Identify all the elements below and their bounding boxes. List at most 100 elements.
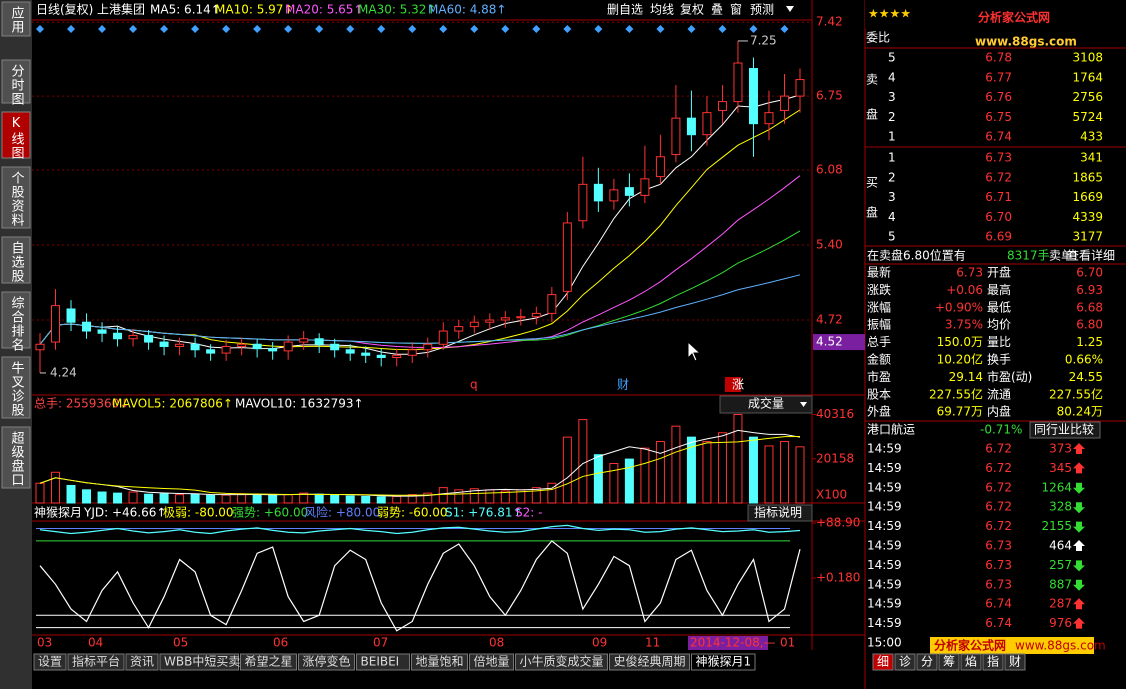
indicator-header: 强势: +60.00 <box>232 506 308 520</box>
sidebar-tab[interactable] <box>1 426 31 489</box>
right-tab-label[interactable]: 细 <box>877 655 889 669</box>
right-tab[interactable] <box>872 653 894 671</box>
right-tab[interactable] <box>960 653 982 671</box>
right-tab-label[interactable]: 财 <box>1009 655 1021 669</box>
bottom-tab[interactable] <box>356 653 410 671</box>
bottom-tab[interactable] <box>240 653 297 671</box>
header-item: MA10: 5.97↑ <box>215 3 293 17</box>
ma-line <box>39 274 801 345</box>
sidebar-tab-label[interactable]: 应用 <box>9 5 25 34</box>
bottom-tab[interactable] <box>515 653 608 671</box>
sidebar-tab[interactable] <box>1 236 31 284</box>
bottom-tab[interactable] <box>159 653 239 671</box>
notice-text: 8317手 <box>1007 249 1050 263</box>
bottom-tab-label[interactable]: 希望之星 <box>245 654 293 669</box>
indicator-button[interactable] <box>747 504 813 522</box>
header-button[interactable]: 窗 <box>730 3 742 17</box>
bottom-tab-label[interactable]: BEIBEI <box>361 655 400 669</box>
tick-arrow <box>1073 540 1085 551</box>
sidebar-tab[interactable] <box>1 1 31 37</box>
bottom-tab-label[interactable]: 设置 <box>38 655 62 669</box>
candle-body <box>485 319 495 323</box>
bottom-tab-label[interactable]: WBB中短买卖 <box>164 654 240 669</box>
stat-label: 外盘 <box>867 404 891 419</box>
selector-box[interactable] <box>719 395 813 414</box>
book-side: 买 <box>866 176 878 190</box>
sidebar-tab[interactable] <box>1 59 31 104</box>
bottom-tab-label[interactable]: 小牛质变成交量 <box>520 654 604 669</box>
right-tab[interactable] <box>1004 653 1026 671</box>
candle-body <box>51 305 61 343</box>
bottom-tab[interactable] <box>469 653 514 671</box>
candle-body <box>593 183 603 202</box>
event-marker: q <box>470 378 478 392</box>
right-tab-label[interactable]: 诊 <box>899 655 911 669</box>
right-tab[interactable] <box>916 653 938 671</box>
bottom-tab-label[interactable]: 资讯 <box>130 655 154 669</box>
bottom-tab[interactable] <box>609 653 690 671</box>
sidebar-tab[interactable] <box>1 291 31 349</box>
notice-text[interactable]: 查看详细 <box>1067 248 1115 263</box>
sidebar-tab-label[interactable]: 分时图 <box>9 64 25 106</box>
sidebar-tab-label[interactable]: 超级盘口 <box>9 431 25 487</box>
volume-bar <box>144 493 154 504</box>
right-tab-label[interactable]: 指 <box>987 654 999 669</box>
bottom-tab-label[interactable]: 地量饱和 <box>416 654 464 669</box>
bottom-tab-label[interactable]: 涨停变色 <box>303 654 351 669</box>
volume-bar <box>35 482 45 504</box>
signal-diamond <box>315 25 324 33</box>
header-button[interactable]: 叠 <box>711 3 723 17</box>
sidebar-tab-label[interactable]: 牛叉诊股 <box>9 361 25 417</box>
compare-label[interactable]: 同行业比较 <box>1034 422 1094 437</box>
volume-bar <box>593 454 603 504</box>
sidebar-tab-label[interactable]: 个股资料 <box>9 171 25 227</box>
sidebar-tab[interactable] <box>1 356 31 419</box>
volume-bar <box>221 494 231 504</box>
date-label: 2014-12-08,— <box>690 636 776 650</box>
bottom-tab[interactable] <box>411 653 468 671</box>
bottom-tab[interactable] <box>125 653 159 671</box>
right-tab-label[interactable]: 筹 <box>943 655 955 669</box>
bottom-tab-label[interactable]: 史俊经典周期 <box>614 654 686 669</box>
right-tab-label[interactable]: 分 <box>921 655 933 669</box>
bottom-tab-label[interactable]: 倍地量 <box>474 654 510 669</box>
sidebar-tab-label[interactable]: K线图 <box>9 116 25 160</box>
header-button[interactable]: 删自选 <box>607 3 643 17</box>
header-button[interactable]: 均线 <box>650 3 674 17</box>
book-level: 3 <box>888 90 896 104</box>
signal-diamond <box>780 25 789 33</box>
book-level: 1 <box>888 151 896 165</box>
sidebar-tab[interactable] <box>1 166 31 229</box>
signal-diamond <box>501 25 510 33</box>
sidebar-tab[interactable] <box>1 111 31 159</box>
header-button[interactable]: 预测 <box>750 3 774 17</box>
right-tab[interactable] <box>894 653 916 671</box>
tick-time: 14:59 <box>867 577 902 591</box>
indicator-header: 神猴探月 <box>34 506 82 520</box>
candle-body <box>454 326 464 332</box>
bottom-tab[interactable] <box>691 653 756 671</box>
logo-text: 分析家公式网 <box>978 10 1050 25</box>
bottom-tab[interactable] <box>33 653 67 671</box>
selector-label[interactable]: 成交量 <box>748 396 784 411</box>
sidebar-tab-label[interactable]: 自选股 <box>9 241 25 283</box>
volume-bar <box>779 441 789 504</box>
right-tab[interactable] <box>938 653 960 671</box>
stat-value: 29.14 <box>949 370 983 384</box>
indicator-button-label[interactable]: 指标说明 <box>754 505 802 520</box>
sidebar-tab-label[interactable]: 综合排名 <box>9 296 25 352</box>
tick-price: 6.74 <box>985 616 1012 630</box>
header-button[interactable]: 复权 <box>680 3 704 17</box>
book-price: 6.75 <box>985 110 1012 124</box>
stat-value: 6.93 <box>1076 283 1103 297</box>
signal-diamond <box>36 25 44 33</box>
bottom-tab-label[interactable]: 指标平台 <box>72 654 120 669</box>
bottom-tab[interactable] <box>67 653 125 671</box>
bottom-tab[interactable] <box>298 653 355 671</box>
candle-body <box>159 341 169 347</box>
bottom-tab-label[interactable]: 神猴探月1 <box>696 655 752 669</box>
compare-button[interactable] <box>1029 421 1101 439</box>
right-tab-label[interactable]: 焰 <box>965 654 977 669</box>
book-side: 盘 <box>866 205 878 220</box>
right-tab[interactable] <box>982 653 1004 671</box>
